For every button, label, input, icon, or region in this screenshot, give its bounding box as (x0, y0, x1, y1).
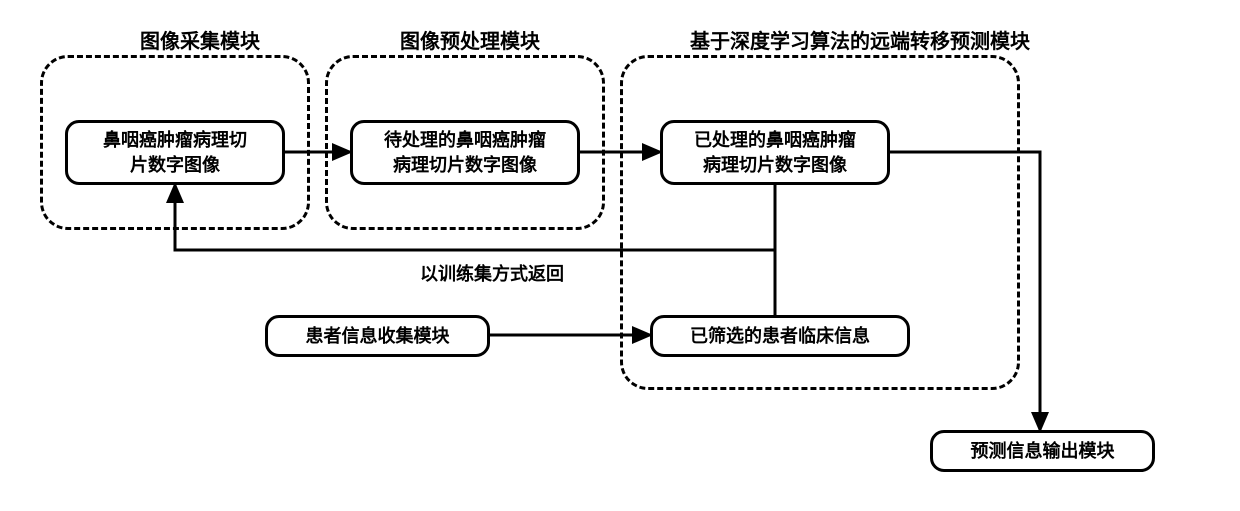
box-processed-image: 已处理的鼻咽癌肿瘤病理切片数字图像 (660, 120, 890, 185)
box-patient-info-module: 患者信息收集模块 (265, 315, 490, 357)
module2-title: 图像预处理模块 (380, 25, 560, 54)
feedback-label: 以训练集方式返回 (420, 260, 564, 286)
box-output-module: 预测信息输出模块 (930, 430, 1155, 472)
module3-title: 基于深度学习算法的远端转移预测模块 (650, 25, 1070, 54)
module1-title: 图像采集模块 (110, 25, 290, 54)
box-filtered-clinical-info: 已筛选的患者临床信息 (650, 315, 910, 357)
box-pending-image: 待处理的鼻咽癌肿瘤病理切片数字图像 (350, 120, 580, 185)
box-raw-image: 鼻咽癌肿瘤病理切片数字图像 (65, 120, 285, 185)
